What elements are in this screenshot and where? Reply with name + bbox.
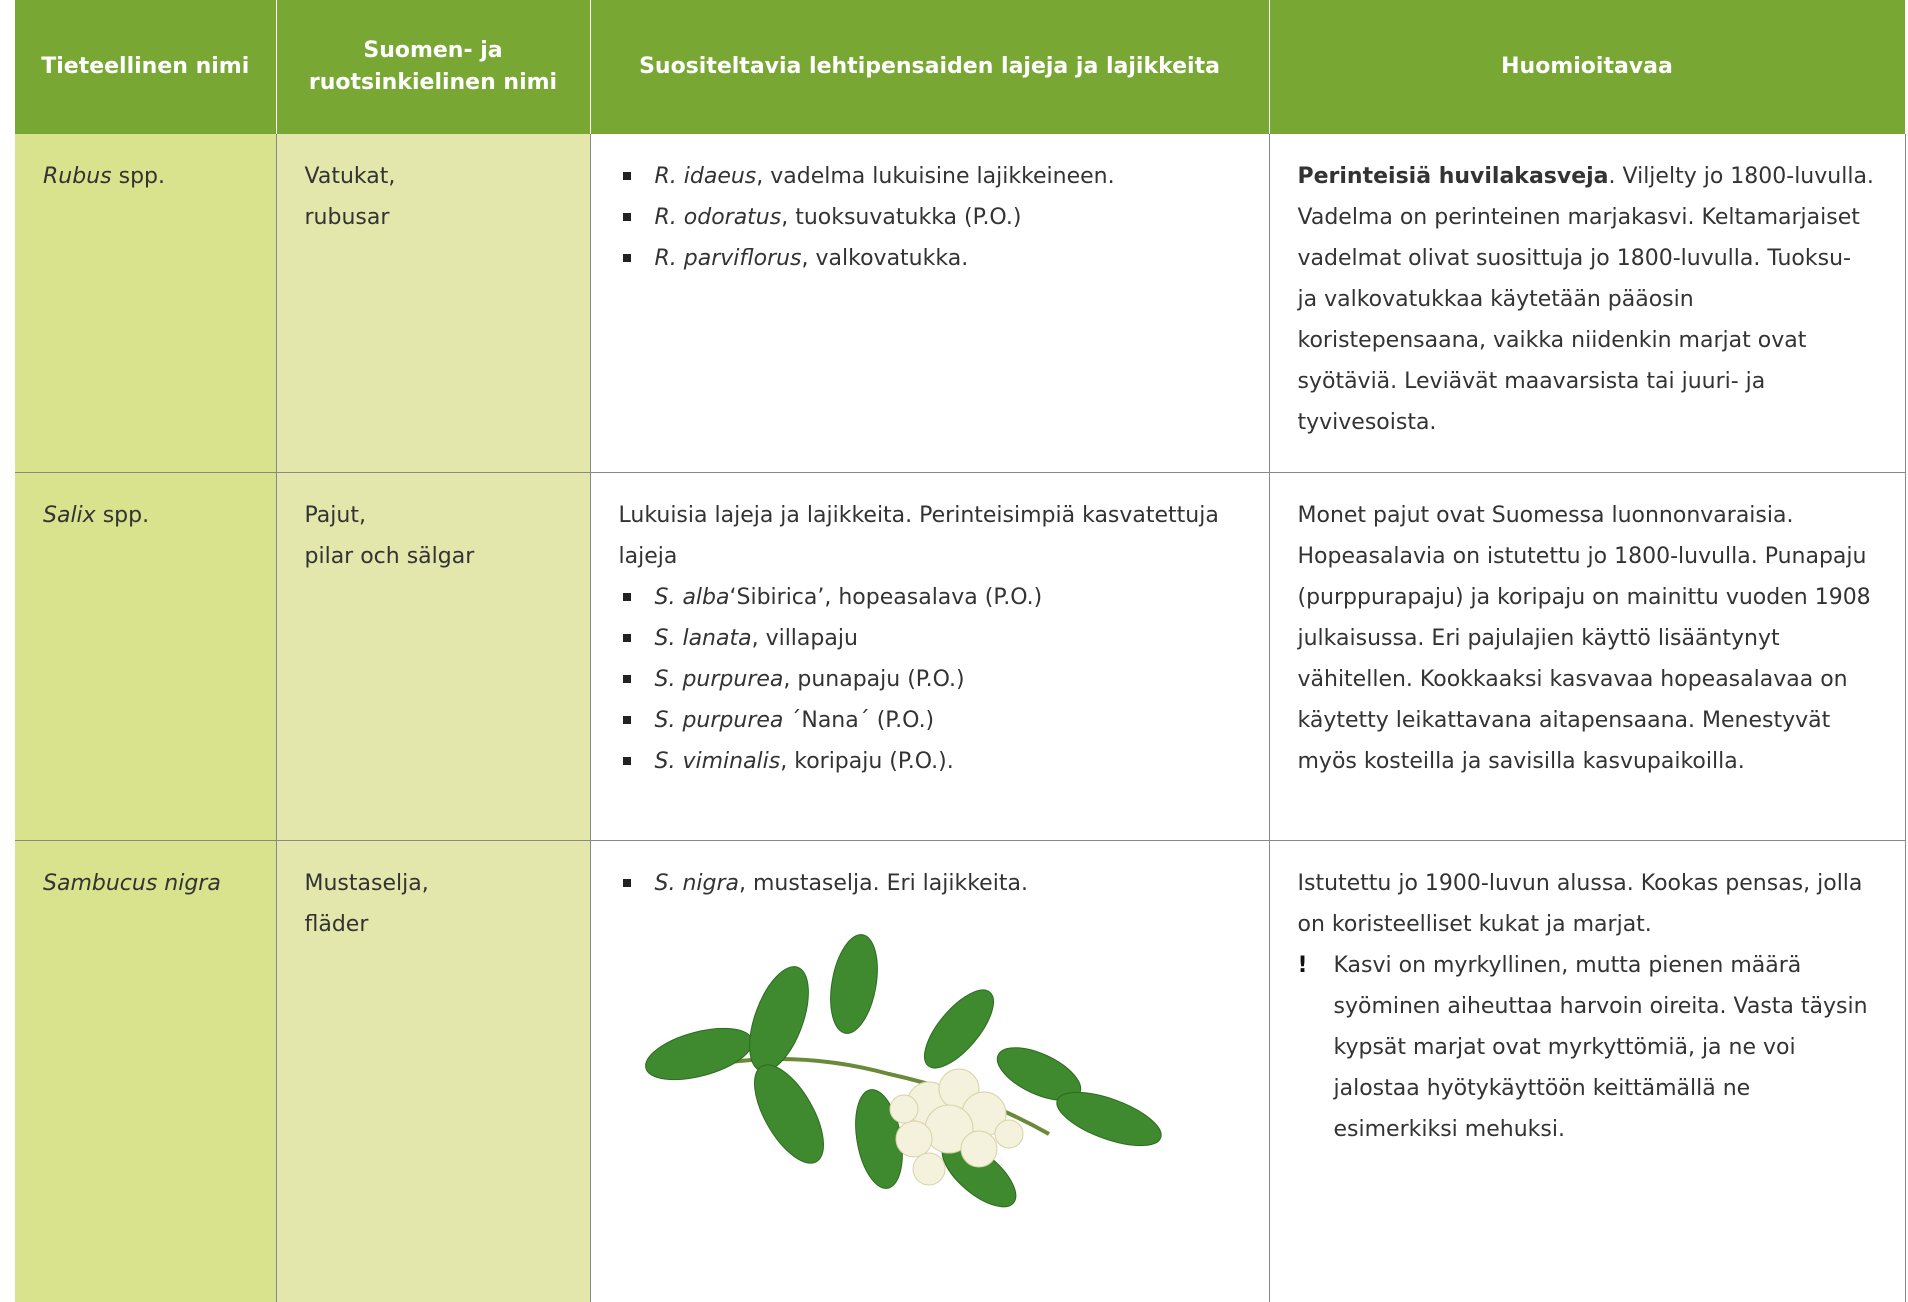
species-italic: S. viminalis (654, 748, 781, 774)
name-line: fläder (304, 911, 369, 937)
scientific-cell: Rubus spp. (15, 134, 277, 473)
row: Sambucus nigra Mustaselja, fläder S. nigr… (15, 840, 1906, 1302)
scientific-italic: Salix (43, 502, 96, 528)
species-intro: Lukuisia lajeja ja lajikkeita. Perinteis… (618, 502, 1219, 569)
species-italic: R. odoratus (654, 205, 782, 230)
species-italic: S. nigra (654, 870, 740, 896)
species-cell: R. idaeus, vadelma lukuisine lajikkeinee… (590, 134, 1270, 473)
species-list: R. idaeus, vadelma lukuisine lajikkeinee… (619, 156, 1241, 279)
species-item: S. purpurea ´Nana´ (P.O.) (619, 700, 1241, 741)
name-line: Vatukat, (304, 164, 396, 189)
header-cell: Suomen- ja ruotsinkielinen nimi (276, 0, 591, 134)
warning-mark: ! (1297, 952, 1308, 978)
note-text: . Viljelty jo 1800-luvulla. Vadelma on p… (1297, 164, 1874, 435)
row: Rubus spp. Vatukat, rubusar R. idaeus, va… (15, 134, 1906, 473)
scientific-text: spp. (95, 502, 150, 528)
note-bold: Perinteisiä huvilakasveja (1297, 164, 1609, 189)
note-cell: Istutettu jo 1900-luvun alussa. Kookas p… (1269, 840, 1906, 1302)
species-text: , vadelma lukuisine lajikkeineen. (756, 164, 1115, 189)
names-cell: Mustaselja, fläder (276, 840, 591, 1302)
species-list: S. nigra, mustaselja. Eri lajikkeita. (619, 863, 1241, 904)
scientific-cell: Salix spp. (15, 472, 277, 841)
species-italic: S. alba (654, 584, 730, 610)
scientific-cell: Sambucus nigra (15, 840, 277, 1302)
note-text: Monet pajut ovat Suomessa luonnonvaraisi… (1297, 502, 1871, 774)
species-italic: S. purpurea (654, 666, 784, 692)
species-item: R. odoratus, tuoksuvatukka (P.O.) (619, 197, 1241, 238)
species-text: , valkovatukka. (801, 246, 969, 271)
note-cell: Monet pajut ovat Suomessa luonnonvaraisi… (1269, 472, 1906, 841)
species-cell: S. nigra, mustaselja. Eri lajikkeita. (590, 840, 1270, 1302)
species-text: , koripaju (P.O.). (780, 748, 954, 774)
row: Salix spp. Pajut, pilar och sälgar Lukuis… (15, 472, 1906, 841)
names-cell: Pajut, pilar och sälgar (276, 472, 591, 841)
species-text: , mustaselja. Eri lajikkeita. (739, 870, 1028, 896)
elder-illustration (644, 933, 1162, 1207)
species-text: ‘Sibirica’, hopeasalava (P.O.) (729, 584, 1043, 610)
species-list: S. alba‘Sibirica’, hopeasalava (P.O.) S.… (619, 577, 1241, 782)
header-cell: Huomioitavaa (1269, 0, 1906, 134)
species-italic: S. purpurea (654, 707, 784, 733)
header-cell: Tieteellinen nimi (15, 0, 277, 134)
species-item: S. purpurea, punapaju (P.O.) (619, 659, 1241, 700)
species-item: S. nigra, mustaselja. Eri lajikkeita. (619, 863, 1241, 904)
scientific-italic: Sambucus nigra (43, 870, 221, 896)
species-item: R. parviflorus, valkovatukka. (619, 238, 1241, 279)
species-item: S. viminalis, koripaju (P.O.). (619, 741, 1241, 782)
name-line: Mustaselja, (304, 870, 429, 896)
warning: ! Kasvi on myrkyllinen, mutta pienen määr… (1298, 945, 1877, 1150)
species-item: S. lanata, villapaju (619, 618, 1241, 659)
species-cell: Lukuisia lajeja ja lajikkeita. Perinteis… (590, 472, 1270, 841)
note-text: Istutettu jo 1900-luvun alussa. Kookas p… (1297, 870, 1863, 937)
scientific-text: spp. (111, 164, 165, 189)
name-line: Pajut, (304, 502, 366, 528)
species-text: , punapaju (P.O.) (783, 666, 965, 692)
note-cell: Perinteisiä huvilakasveja. Viljelty jo 1… (1269, 134, 1906, 473)
species-text: , tuoksuvatukka (P.O.) (781, 205, 1022, 230)
header-row: Tieteellinen nimi Suomen- ja ruotsinkiel… (15, 0, 1906, 134)
header-cell: Suositeltavia lehtipensaiden lajeja ja l… (590, 0, 1270, 134)
plant-table: Tieteellinen nimi Suomen- ja ruotsinkiel… (15, 0, 1906, 1302)
scientific-italic: Rubus (43, 164, 112, 189)
species-text: ´Nana´ (P.O.) (783, 707, 935, 733)
name-line: pilar och sälgar (304, 543, 475, 569)
species-italic: R. idaeus (654, 164, 757, 189)
name-line: rubusar (304, 205, 390, 230)
species-italic: R. parviflorus (654, 246, 802, 271)
species-item: S. alba‘Sibirica’, hopeasalava (P.O.) (619, 577, 1241, 618)
species-item: R. idaeus, vadelma lukuisine lajikkeinee… (619, 156, 1241, 197)
warning-text: Kasvi on myrkyllinen, mutta pienen määrä… (1333, 952, 1868, 1142)
species-text: , villapaju (751, 625, 858, 651)
names-cell: Vatukat, rubusar (276, 134, 591, 473)
species-italic: S. lanata (654, 625, 752, 651)
